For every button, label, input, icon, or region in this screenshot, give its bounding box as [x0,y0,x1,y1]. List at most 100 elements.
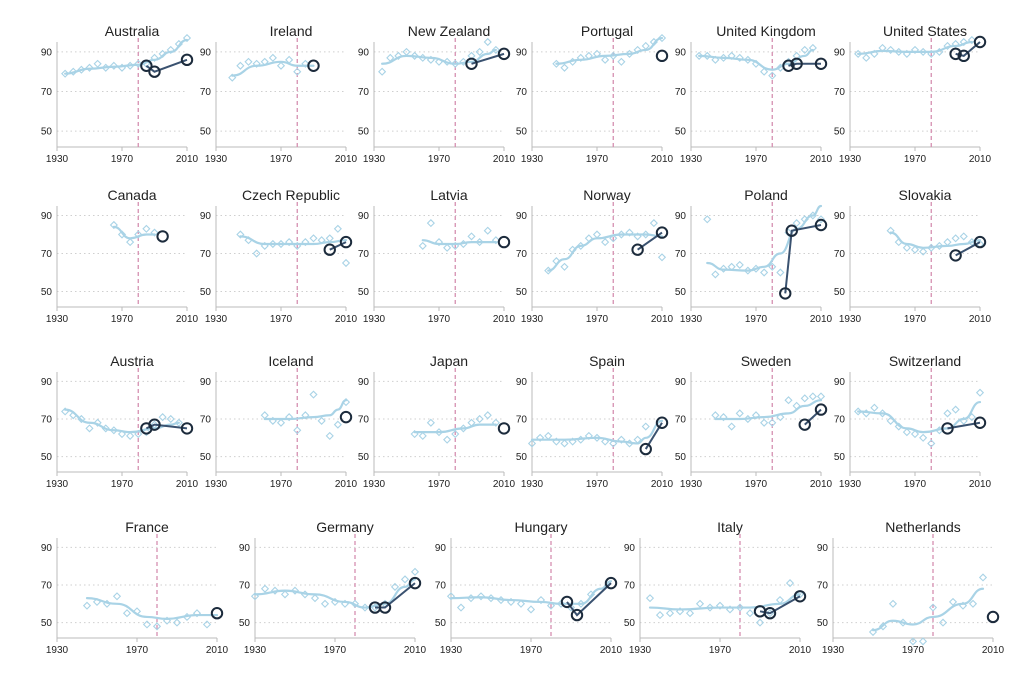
observed-point [711,270,720,279]
observed-point [776,268,785,277]
x-tick-label: 1930 [822,645,845,656]
survey-line [375,582,416,609]
observed-point [601,437,610,446]
y-tick-label: 90 [200,211,212,222]
observed-point [426,418,435,427]
x-tick-label: 1970 [745,314,768,325]
observed-point [527,439,537,448]
observed-point [886,226,895,235]
survey-point [986,610,1000,624]
panel-france: 50 70 90 1930 1970 2010 France [41,519,229,656]
observed-point [526,605,536,614]
panel-title: Norway [583,187,630,203]
observed-point [410,51,419,60]
observed-point [919,433,928,442]
observed-point [959,37,968,47]
y-tick-label: 50 [358,287,370,298]
observed-point [870,403,879,412]
observed-point [122,609,132,618]
observed-point [919,247,928,256]
panel-poland: 50 70 90 1930 1970 2010 Poland [675,187,833,325]
y-tick-label: 70 [200,249,212,260]
observed-point [894,422,903,431]
observed-point [760,268,769,277]
observed-point [301,59,310,68]
y-tick-label: 70 [624,581,636,592]
y-tick-label: 70 [358,415,370,426]
y-tick-label: 70 [834,415,846,426]
trend-line [706,204,823,272]
y-tick-label: 90 [41,47,53,58]
y-tick-label: 70 [435,581,447,592]
x-tick-label: 2010 [789,645,812,656]
panel-netherlands: 50 70 90 1930 1970 2010 Netherlands [817,519,1005,656]
survey-point [790,57,803,70]
x-tick-label: 1970 [586,154,609,165]
x-tick-label: 2010 [969,314,992,325]
y-tick-label: 90 [834,211,846,222]
observed-point [150,228,159,237]
survey-line [759,595,801,615]
survey-point [949,47,962,61]
observed-point [768,71,777,80]
trend-line [714,399,823,421]
observed-point [886,45,895,54]
y-tick-label: 50 [200,127,212,138]
observed-point [908,637,918,646]
observed-point [285,413,294,422]
observed-point [928,603,938,612]
observed-point [443,435,452,444]
y-tick-label: 90 [675,211,687,222]
observed-point [938,618,948,627]
observed-point [172,618,182,627]
observed-point [536,595,546,605]
observed-point [975,388,985,397]
survey-point [378,601,392,614]
x-tick-label: 1970 [428,154,451,165]
panel-title: France [125,519,169,535]
observed-point [325,234,334,243]
x-tick-label: 1930 [205,479,228,490]
y-tick-label: 90 [41,543,53,554]
observed-point [85,424,94,433]
panel-norway: 50 70 90 1930 1970 2010 Norway [516,187,674,325]
observed-point [244,57,253,66]
x-tick-label: 2010 [493,154,516,165]
panel-new-zealand: 50 70 90 1930 1970 2010 New Zealand [358,23,516,165]
observed-point [978,573,988,582]
observed-point [745,609,755,618]
x-tick-label: 1930 [521,314,544,325]
panel-italy: 50 70 90 1930 1970 2010 Italy [624,519,812,656]
x-tick-label: 2010 [493,314,516,325]
y-tick-label: 50 [516,287,528,298]
survey-point [655,416,669,429]
x-tick-label: 1970 [111,154,134,165]
observed-point [657,33,667,43]
observed-point [443,243,452,252]
y-tick-label: 50 [675,287,687,298]
panel-title: Netherlands [885,519,961,535]
observed-point [182,33,192,43]
observed-point [166,45,175,54]
y-tick-label: 50 [817,618,829,629]
observed-point [951,405,960,414]
observed-point [134,59,143,68]
y-tick-label: 50 [834,127,846,138]
y-tick-label: 70 [358,87,370,98]
observed-point [166,414,175,424]
x-tick-label: 2010 [810,314,833,325]
observed-point [760,67,769,76]
observed-point [152,622,162,631]
y-tick-label: 70 [200,87,212,98]
panel-latvia: 50 70 90 1930 1970 2010 Latvia [358,187,516,325]
y-tick-label: 90 [624,543,636,554]
observed-point [641,422,650,431]
x-tick-label: 1970 [904,154,927,165]
panel-portugal: 50 70 90 1930 1970 2010 Portugal [516,23,674,165]
observed-point [703,51,712,60]
survey-point [631,243,644,256]
observed-point [236,230,245,239]
x-tick-label: 1970 [270,479,293,490]
survey-point [973,416,987,429]
observed-point [695,51,704,60]
